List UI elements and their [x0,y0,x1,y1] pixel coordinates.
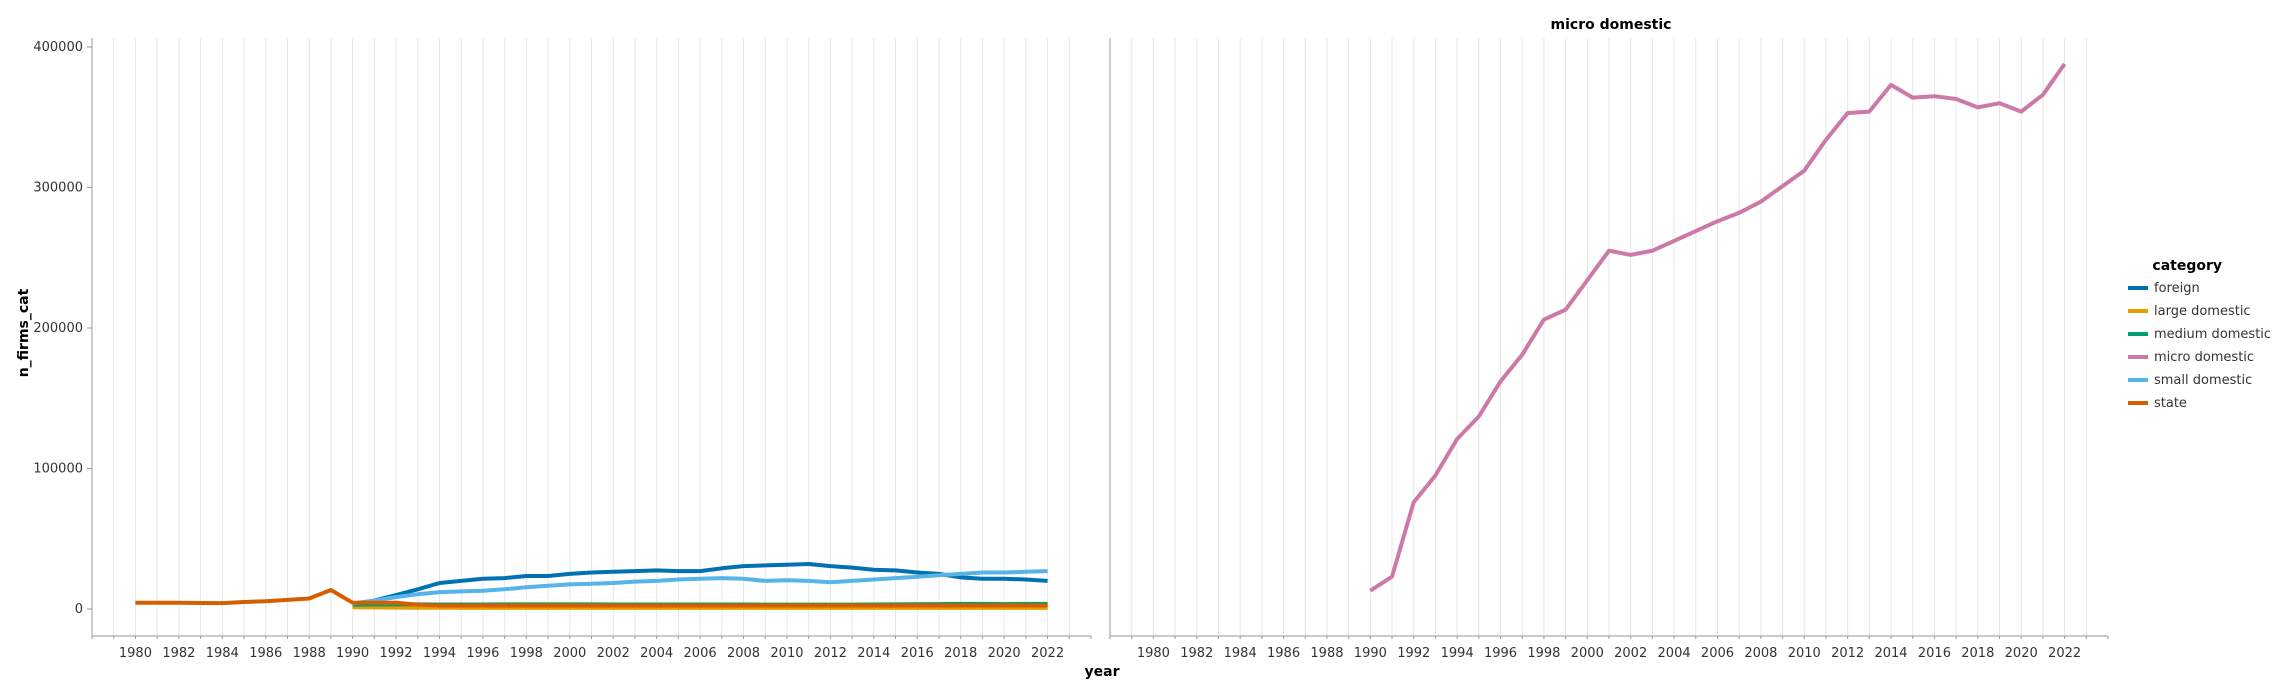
y-tick-label: 300000 [33,181,83,196]
gridlines [1131,38,2087,636]
x-tick-label: 1994 [423,646,456,661]
x-tick-label: 1994 [1441,646,1474,661]
x-tick-label: 2014 [1874,646,1907,661]
legend-label: foreign [2154,281,2200,296]
x-tick-label: 2014 [857,646,890,661]
x-tick-label: 2002 [597,646,630,661]
x-tick-label: 1996 [466,646,499,661]
x-tick-label: 1988 [1310,646,1343,661]
legend-label: small domestic [2154,373,2252,388]
x-tick-label: 2000 [1571,646,1604,661]
x-tick-label: 1986 [249,646,282,661]
series-line-micro-domestic [1369,62,2067,593]
y-tick-label: 200000 [33,321,83,336]
x-tick-label: 2002 [1614,646,1647,661]
y-tick-label: 0 [75,602,83,617]
legend-label: micro domestic [2154,350,2254,365]
x-tick-label: 2008 [727,646,760,661]
y-tick-label: 400000 [33,40,83,55]
x-tick-label: 2010 [770,646,803,661]
legend-label: large domestic [2154,304,2251,319]
x-tick-label: 2022 [1031,646,1064,661]
x-tick-label: 2012 [1831,646,1864,661]
x-tick-label: 1998 [1527,646,1560,661]
x-tick-label: 2012 [814,646,847,661]
series-line-foreign [352,562,1048,607]
panel-micro-domestic: micro domestic 1980 1982 1984 1986 1988 1990 1… [1109,17,2109,661]
x-tick-label: 2018 [944,646,977,661]
x-tick-label: 1998 [510,646,543,661]
y-tick-label: 100000 [33,462,83,477]
x-axis-title: year [1085,664,1120,680]
x-tick-label: 2006 [684,646,717,661]
legend: category foreign large domestic medium dom… [2128,258,2271,411]
x-tick-label: 1982 [162,646,195,661]
x-tick-label: 2006 [1701,646,1734,661]
x-tick-label: 2000 [553,646,586,661]
x-tick-label: 2010 [1788,646,1821,661]
x-tick-label: 1988 [293,646,326,661]
x-tick-label: 1982 [1180,646,1213,661]
panel-all-categories: 1980 1982 1984 1986 1988 1990 1992 1994 1996 1998… [33,38,1092,661]
legend-label: state [2154,396,2187,411]
series-line-state [135,588,1048,608]
x-tick-label: 1984 [206,646,239,661]
series-line-large-domestic [352,605,1048,610]
x-tick-label: 2022 [2048,646,2081,661]
x-tick-label: 1990 [1354,646,1387,661]
x-tick-label: 2018 [1961,646,1994,661]
legend-title: category [2152,258,2222,274]
series-line-small-domestic [352,569,1048,606]
x-tick-label: 1990 [336,646,369,661]
legend-label: medium domestic [2154,327,2271,342]
x-tick-label: 1984 [1224,646,1257,661]
y-axis-title: n_firms_cat [16,288,32,377]
x-tick-label: 2004 [640,646,673,661]
x-tick-label: 2016 [1918,646,1951,661]
x-tick-label: 1996 [1484,646,1517,661]
x-tick-label: 1986 [1267,646,1300,661]
x-tick-label: 2016 [901,646,934,661]
x-tick-label: 1980 [1137,646,1170,661]
x-tick-label: 2008 [1744,646,1777,661]
x-tick-label: 1992 [379,646,412,661]
x-tick-label: 2004 [1658,646,1691,661]
x-tick-label: 2020 [988,646,1021,661]
x-tick-label: 1980 [119,646,152,661]
x-tick-label: 1992 [1397,646,1430,661]
panel-title: micro domestic [1551,17,1672,33]
gridlines [113,38,1070,636]
x-tick-label: 2020 [2005,646,2038,661]
